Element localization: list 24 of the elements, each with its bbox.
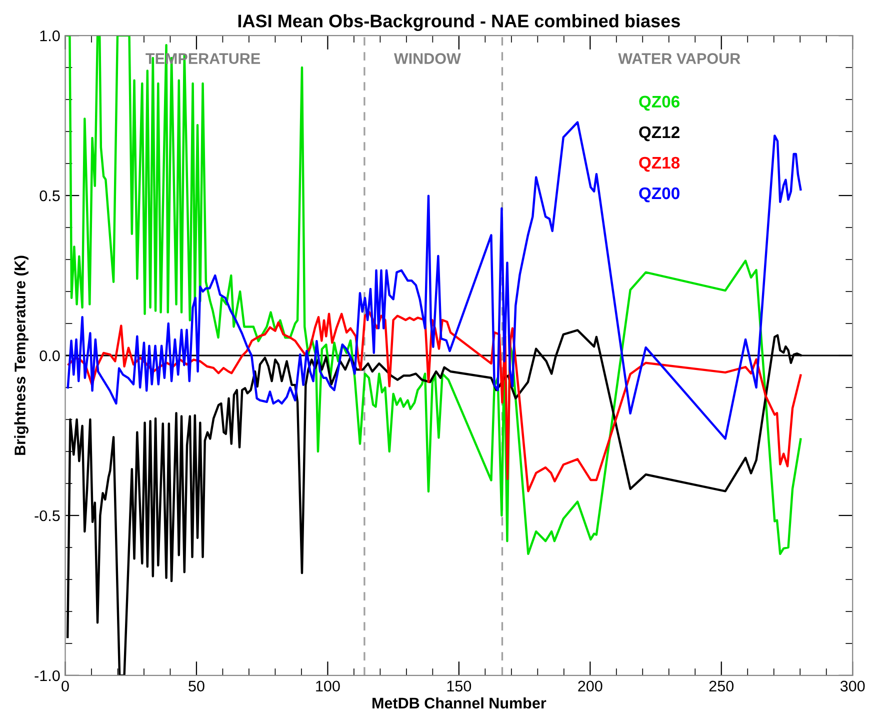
line-series — [66, 121, 802, 440]
text: QZ00 — [639, 187, 680, 202]
x-tick-label: 300 — [840, 680, 865, 692]
chart-title: IASI Mean Obs-Background - NAE combined biases — [238, 14, 680, 32]
text: QZ06 — [639, 96, 680, 111]
y-tick-label: 0.0 — [40, 350, 60, 362]
x-tick-label: 250 — [709, 680, 734, 692]
line-series — [68, 310, 802, 492]
y-tick-label: 0.5 — [40, 190, 60, 202]
y-tick-label: 1.0 — [40, 30, 60, 42]
text: QZ18 — [639, 156, 680, 172]
line-series — [66, 36, 802, 555]
y-tick-label: -1.0 — [34, 670, 60, 682]
y-axis-title: Brightness Temperature (K) — [14, 256, 29, 455]
text: QZ12 — [639, 126, 680, 142]
x-tick-label: 50 — [188, 680, 204, 692]
x-tick-label: 0 — [62, 680, 69, 692]
y-tick-label: -0.5 — [34, 510, 60, 522]
x-tick-label: 100 — [316, 680, 340, 692]
annotation: WINDOW — [394, 53, 461, 64]
x-axis-title: MetDB Channel Number — [372, 697, 546, 709]
annotation: WATER VAPOUR — [618, 53, 740, 64]
x-tick-label: 200 — [578, 680, 602, 692]
x-tick-label: 150 — [447, 680, 472, 692]
